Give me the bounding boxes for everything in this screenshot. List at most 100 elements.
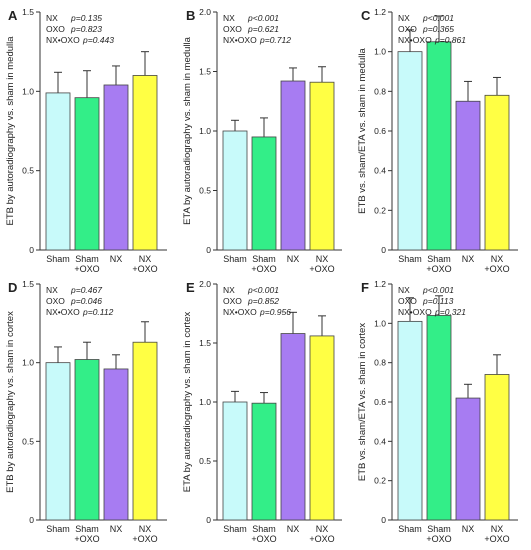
panel-letter: F	[361, 280, 369, 295]
chart-panel-f: F ETB vs. sham/ETA vs. sham in cortex 0 0.2…	[357, 279, 518, 544]
x-tick-label: Sham	[75, 254, 99, 264]
y-tick-label: 1.5	[22, 279, 34, 289]
stat-p-value: p<0.001	[422, 13, 454, 23]
y-tick-label: 0.5	[22, 166, 34, 176]
stat-term: OXO	[398, 24, 417, 34]
y-tick-label: 0.2	[374, 476, 386, 486]
stat-term: NX•OXO	[398, 35, 432, 45]
chart-panel-b: B ETA by autoradiography vs. sham in medu…	[182, 7, 342, 274]
x-tick-label: +OXO	[309, 264, 334, 274]
x-tick-label: +OXO	[426, 534, 451, 544]
bar	[397, 320, 423, 521]
y-tick-label: 2.0	[199, 7, 211, 17]
y-tick-label: 1.5	[199, 338, 211, 348]
stat-term: OXO	[223, 296, 242, 306]
y-tick-label: 0.4	[374, 436, 386, 446]
x-tick-label: NX	[491, 254, 504, 264]
stat-p-value: p<0.001	[247, 285, 279, 295]
panel-letter: E	[186, 280, 195, 295]
stat-term: NX	[46, 13, 58, 23]
stat-term: NX	[223, 13, 235, 23]
bar	[132, 341, 158, 521]
stat-p-value: p=0.861	[434, 35, 466, 45]
x-tick-label: NX	[462, 254, 475, 264]
bar	[484, 374, 510, 521]
y-tick-label: 1.0	[374, 47, 386, 57]
bar	[45, 362, 71, 521]
panel-letter: A	[8, 8, 18, 23]
x-tick-label: Sham	[427, 524, 451, 534]
stat-p-value: p=0.443	[82, 35, 114, 45]
bar	[484, 94, 510, 251]
stat-p-value: p=0.467	[70, 285, 102, 295]
y-tick-label: 1.2	[374, 279, 386, 289]
stat-p-value: p=0.135	[70, 13, 102, 23]
x-tick-label: Sham	[46, 254, 70, 264]
bar	[455, 100, 481, 251]
bar	[251, 136, 277, 251]
stat-term: NX•OXO	[398, 307, 432, 317]
y-tick-label: 0	[206, 245, 211, 255]
bar	[74, 359, 100, 521]
x-tick-label: +OXO	[132, 534, 157, 544]
stat-p-value: p=0.823	[70, 24, 102, 34]
y-tick-label: 1.0	[199, 126, 211, 136]
x-tick-label: NX	[110, 254, 123, 264]
x-tick-label: Sham	[252, 524, 276, 534]
y-tick-label: 1.2	[374, 7, 386, 17]
y-tick-label: 1.5	[22, 7, 34, 17]
y-axis-title: ETA by autoradiography vs. sham in medul…	[182, 36, 193, 225]
x-tick-label: +OXO	[309, 534, 334, 544]
x-tick-label: Sham	[223, 254, 247, 264]
y-tick-label: 0.5	[22, 436, 34, 446]
stat-term: NX•OXO	[46, 307, 80, 317]
y-tick-label: 2.0	[199, 279, 211, 289]
bar	[280, 333, 306, 521]
stat-p-value: p<0.001	[422, 285, 454, 295]
chart-panel-d: D ETB by autoradiography vs. sham in cort…	[5, 279, 167, 544]
chart-panel-a: A ETB by autoradiography vs. sham in medu…	[5, 7, 167, 274]
stat-p-value: p=0.113	[422, 296, 454, 306]
x-tick-label: NX	[139, 524, 152, 534]
y-tick-label: 0.5	[199, 186, 211, 196]
stat-p-value: p=0.112	[82, 307, 114, 317]
stat-term: OXO	[46, 296, 65, 306]
y-tick-label: 0	[381, 515, 386, 525]
stat-p-value: p=0.621	[247, 24, 279, 34]
x-tick-label: NX	[316, 254, 329, 264]
stat-p-value: p=0.321	[434, 307, 466, 317]
bar	[222, 401, 248, 521]
stat-p-value: p<0.001	[247, 13, 279, 23]
x-tick-label: NX	[139, 254, 152, 264]
panel-letter: B	[186, 8, 195, 23]
stat-term: NX	[398, 13, 410, 23]
x-tick-label: NX	[462, 524, 475, 534]
x-tick-label: Sham	[223, 524, 247, 534]
stat-term: NX•OXO	[46, 35, 80, 45]
stat-term: OXO	[398, 296, 417, 306]
x-tick-label: Sham	[46, 524, 70, 534]
x-tick-label: +OXO	[484, 264, 509, 274]
stat-term: NX	[223, 285, 235, 295]
y-tick-label: 0.8	[374, 86, 386, 96]
x-tick-label: +OXO	[484, 534, 509, 544]
y-axis-title: ETB by autoradiography vs. sham in medul…	[5, 36, 16, 226]
bar	[455, 397, 481, 521]
stat-p-value: p=0.956	[259, 307, 291, 317]
bar	[397, 51, 423, 251]
bar	[103, 368, 129, 521]
x-tick-label: +OXO	[132, 264, 157, 274]
panel-letter: D	[8, 280, 17, 295]
chart-panel-e: E ETA by autoradiography vs. sham in cort…	[182, 279, 342, 544]
bar	[309, 81, 335, 251]
bar	[103, 84, 129, 251]
y-tick-label: 0	[381, 245, 386, 255]
y-tick-label: 1.0	[22, 86, 34, 96]
x-tick-label: Sham	[75, 524, 99, 534]
stat-p-value: p=0.365	[422, 24, 454, 34]
y-tick-label: 1.0	[374, 318, 386, 328]
x-tick-label: +OXO	[251, 534, 276, 544]
x-tick-label: +OXO	[74, 534, 99, 544]
stat-p-value: p=0.712	[259, 35, 291, 45]
